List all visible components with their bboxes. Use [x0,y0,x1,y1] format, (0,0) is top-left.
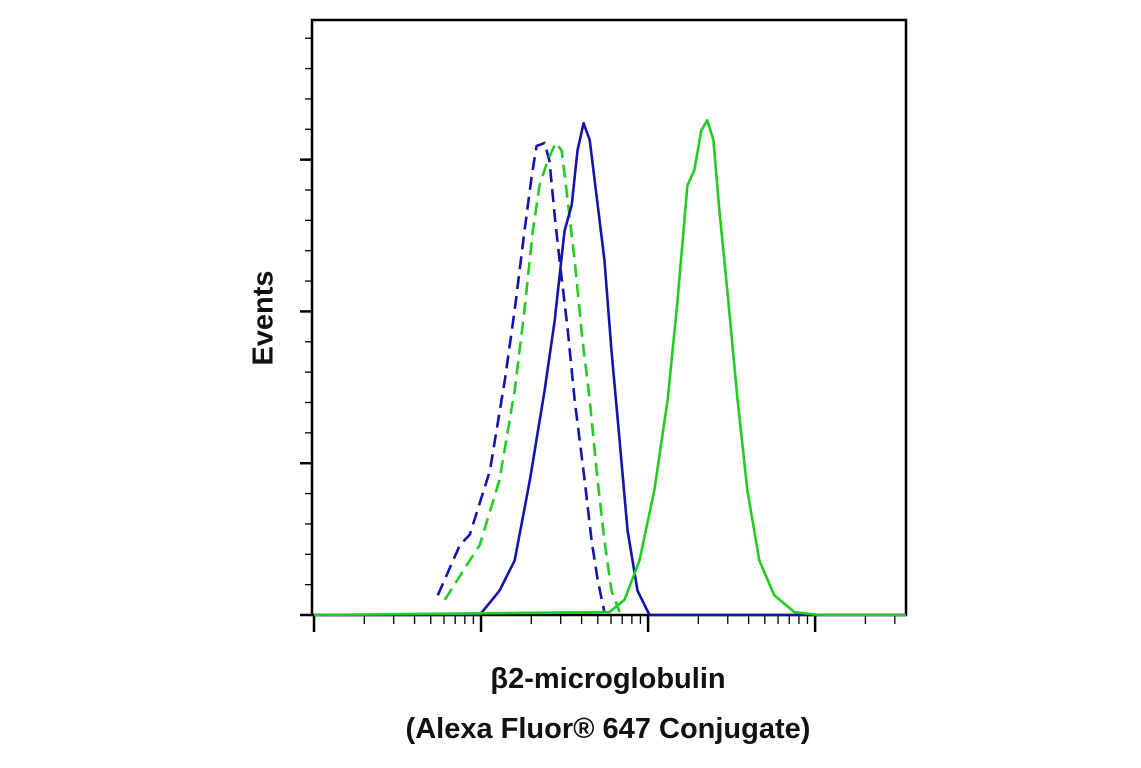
x-axis-label: (Alexa Fluor® 647 Conjugate) [406,713,811,745]
plot-frame [310,18,908,617]
histogram-line [436,141,606,613]
histogram-line [314,121,906,617]
histogram-line [443,141,621,613]
histogram-line [313,118,906,617]
y-axis-label: Events [248,270,280,365]
x-axis-label: β2-microglobulin [490,663,725,695]
